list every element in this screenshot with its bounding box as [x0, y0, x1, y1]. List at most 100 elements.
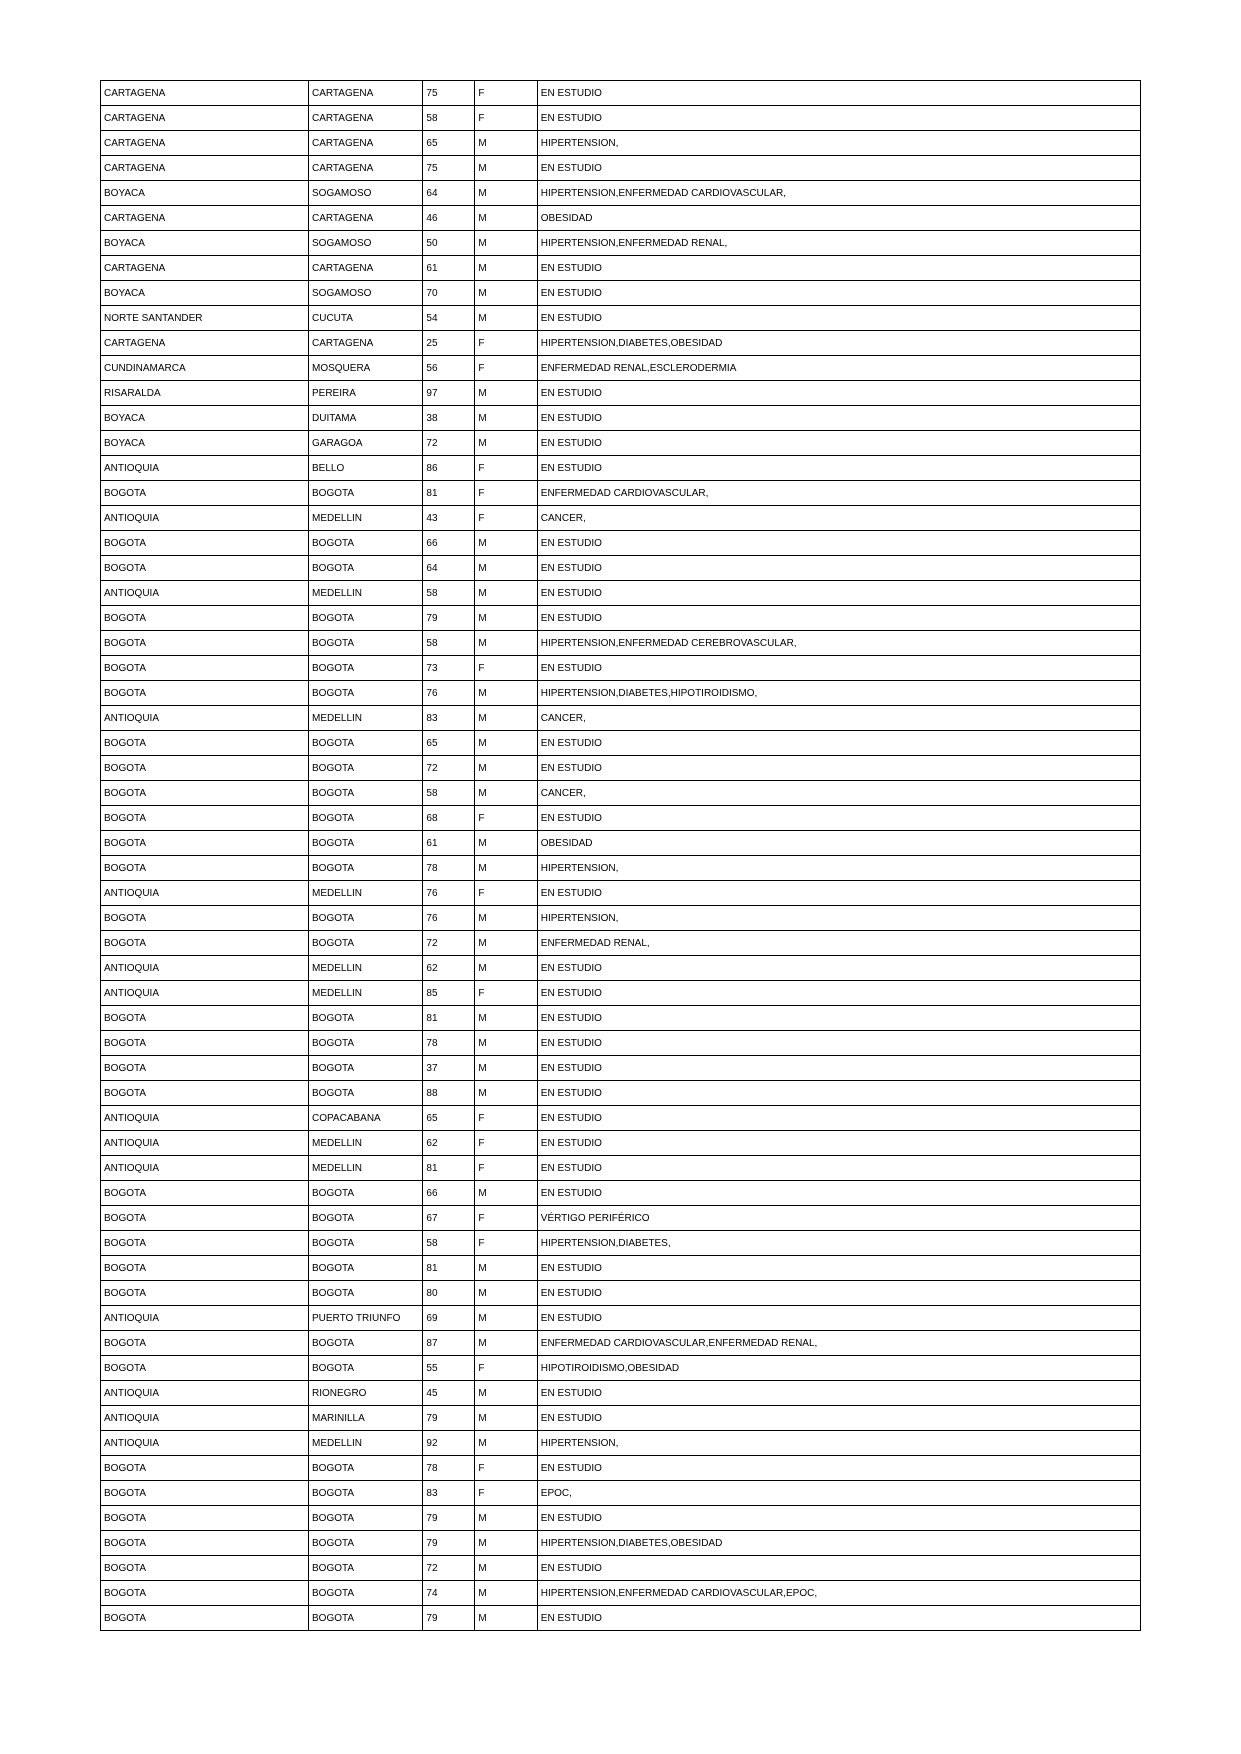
table-cell: M: [475, 731, 537, 756]
table-cell: ENFERMEDAD CARDIOVASCULAR,ENFERMEDAD REN…: [537, 1331, 1140, 1356]
table-cell: EN ESTUDIO: [537, 1256, 1140, 1281]
table-cell: BOGOTA: [309, 1081, 423, 1106]
table-cell: BOGOTA: [101, 531, 309, 556]
table-cell: M: [475, 131, 537, 156]
table-cell: M: [475, 306, 537, 331]
table-cell: EN ESTUDIO: [537, 306, 1140, 331]
table-cell: EN ESTUDIO: [537, 381, 1140, 406]
table-row: BOGOTABOGOTA76MHIPERTENSION,DIABETES,HIP…: [101, 681, 1141, 706]
table-cell: 76: [423, 906, 475, 931]
table-cell: M: [475, 181, 537, 206]
table-cell: F: [475, 881, 537, 906]
table-cell: ANTIOQUIA: [101, 881, 309, 906]
table-cell: 81: [423, 1006, 475, 1031]
table-cell: BOGOTA: [101, 1581, 309, 1606]
table-cell: BOGOTA: [309, 1006, 423, 1031]
table-cell: M: [475, 631, 537, 656]
table-cell: M: [475, 1031, 537, 1056]
table-cell: BELLO: [309, 456, 423, 481]
table-cell: ANTIOQUIA: [101, 1156, 309, 1181]
table-cell: BOGOTA: [309, 856, 423, 881]
table-cell: 76: [423, 881, 475, 906]
table-cell: CARTAGENA: [309, 81, 423, 106]
table-cell: BOGOTA: [309, 806, 423, 831]
table-row: BOYACADUITAMA38MEN ESTUDIO: [101, 406, 1141, 431]
table-cell: 79: [423, 1606, 475, 1631]
table-cell: EN ESTUDIO: [537, 806, 1140, 831]
table-cell: BOGOTA: [101, 1481, 309, 1506]
table-row: ANTIOQUIAMEDELLIN83MCANCER,: [101, 706, 1141, 731]
table-cell: 75: [423, 81, 475, 106]
table-cell: MARINILLA: [309, 1406, 423, 1431]
table-cell: HIPERTENSION,ENFERMEDAD CARDIOVASCULAR,: [537, 181, 1140, 206]
table-cell: SOGAMOSO: [309, 281, 423, 306]
table-cell: 97: [423, 381, 475, 406]
table-cell: BOYACA: [101, 406, 309, 431]
table-row: BOGOTABOGOTA79MEN ESTUDIO: [101, 1606, 1141, 1631]
table-cell: F: [475, 1456, 537, 1481]
table-cell: MEDELLIN: [309, 1131, 423, 1156]
table-row: BOGOTABOGOTA58FHIPERTENSION,DIABETES,: [101, 1231, 1141, 1256]
table-cell: F: [475, 981, 537, 1006]
table-cell: BOGOTA: [101, 1031, 309, 1056]
table-cell: SOGAMOSO: [309, 231, 423, 256]
table-cell: 83: [423, 706, 475, 731]
table-cell: EN ESTUDIO: [537, 981, 1140, 1006]
table-cell: 37: [423, 1056, 475, 1081]
table-cell: 50: [423, 231, 475, 256]
table-cell: M: [475, 1181, 537, 1206]
table-cell: 58: [423, 581, 475, 606]
table-cell: BOYACA: [101, 181, 309, 206]
table-row: ANTIOQUIAMARINILLA79MEN ESTUDIO: [101, 1406, 1141, 1431]
table-cell: 81: [423, 1256, 475, 1281]
table-row: ANTIOQUIABELLO86FEN ESTUDIO: [101, 456, 1141, 481]
table-cell: 58: [423, 781, 475, 806]
table-cell: 65: [423, 731, 475, 756]
table-cell: 64: [423, 181, 475, 206]
table-cell: EN ESTUDIO: [537, 1081, 1140, 1106]
table-cell: M: [475, 856, 537, 881]
table-row: CARTAGENACARTAGENA75MEN ESTUDIO: [101, 156, 1141, 181]
table-cell: M: [475, 756, 537, 781]
table-cell: BOGOTA: [101, 1056, 309, 1081]
table-row: BOGOTABOGOTA81FENFERMEDAD CARDIOVASCULAR…: [101, 481, 1141, 506]
table-cell: BOGOTA: [309, 1181, 423, 1206]
table-cell: BOGOTA: [101, 1356, 309, 1381]
table-cell: BOGOTA: [101, 1506, 309, 1531]
table-row: BOGOTABOGOTA81MEN ESTUDIO: [101, 1006, 1141, 1031]
table-cell: 54: [423, 306, 475, 331]
table-cell: BOGOTA: [309, 531, 423, 556]
table-cell: BOGOTA: [101, 856, 309, 881]
table-cell: CARTAGENA: [309, 156, 423, 181]
table-row: BOGOTABOGOTA73FEN ESTUDIO: [101, 656, 1141, 681]
data-table: CARTAGENACARTAGENA75FEN ESTUDIOCARTAGENA…: [100, 80, 1141, 1631]
table-row: ANTIOQUIAMEDELLIN62MEN ESTUDIO: [101, 956, 1141, 981]
table-row: ANTIOQUIACOPACABANA65FEN ESTUDIO: [101, 1106, 1141, 1131]
table-cell: CANCER,: [537, 781, 1140, 806]
table-cell: 43: [423, 506, 475, 531]
table-row: BOGOTABOGOTA83FEPOC,: [101, 1481, 1141, 1506]
table-cell: BOGOTA: [101, 656, 309, 681]
table-cell: BOGOTA: [309, 1481, 423, 1506]
table-cell: 85: [423, 981, 475, 1006]
table-row: CARTAGENACARTAGENA46MOBESIDAD: [101, 206, 1141, 231]
table-row: BOGOTABOGOTA88MEN ESTUDIO: [101, 1081, 1141, 1106]
table-row: ANTIOQUIAMEDELLIN76FEN ESTUDIO: [101, 881, 1141, 906]
table-cell: COPACABANA: [309, 1106, 423, 1131]
table-cell: ENFERMEDAD RENAL,: [537, 931, 1140, 956]
table-cell: M: [475, 1556, 537, 1581]
table-row: BOGOTABOGOTA67FVÉRTIGO PERIFÉRICO: [101, 1206, 1141, 1231]
table-cell: 62: [423, 1131, 475, 1156]
table-row: BOYACASOGAMOSO50MHIPERTENSION,ENFERMEDAD…: [101, 231, 1141, 256]
table-row: BOYACAGARAGOA72MEN ESTUDIO: [101, 431, 1141, 456]
table-cell: PUERTO TRIUNFO: [309, 1306, 423, 1331]
table-cell: EN ESTUDIO: [537, 281, 1140, 306]
table-cell: BOGOTA: [309, 606, 423, 631]
table-cell: 78: [423, 856, 475, 881]
table-cell: RISARALDA: [101, 381, 309, 406]
table-cell: EN ESTUDIO: [537, 756, 1140, 781]
table-row: BOGOTABOGOTA72MEN ESTUDIO: [101, 756, 1141, 781]
table-cell: BOGOTA: [309, 756, 423, 781]
table-cell: BOGOTA: [101, 1556, 309, 1581]
table-cell: ANTIOQUIA: [101, 1131, 309, 1156]
